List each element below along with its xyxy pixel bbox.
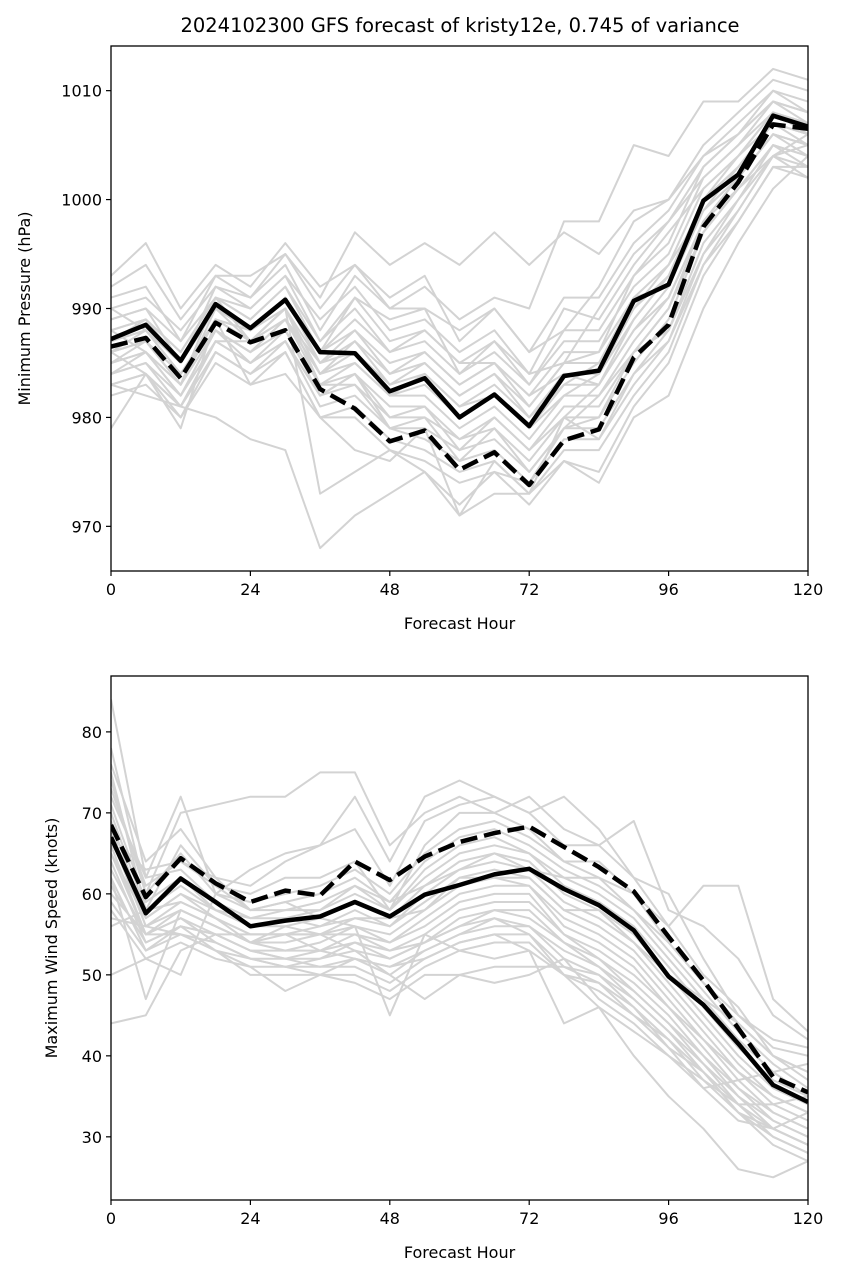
pressure-ensemble-member-2-line xyxy=(111,78,808,321)
pressure-y-tick-label: 1000 xyxy=(61,191,102,210)
chart-title: 2024102300 GFS forecast of kristy12e, 0.… xyxy=(180,14,739,37)
pressure-x-tick-label: 96 xyxy=(658,580,678,599)
pressure-y-tick-label: 1010 xyxy=(61,82,102,101)
wind-ensemble-member-4-line xyxy=(111,772,808,1073)
wind-x-tick-label: 72 xyxy=(519,1209,539,1228)
wind-y-tick-label: 80 xyxy=(82,723,102,742)
wind-y-axis-label: Maximum Wind Speed (knots) xyxy=(42,818,61,1059)
pressure-solid-black-line xyxy=(111,113,808,429)
pressure-y-tick-label: 980 xyxy=(71,408,102,427)
wind-ensemble-member-20-line xyxy=(111,901,808,1154)
pressure-ensemble-member-19-line xyxy=(111,133,808,550)
wind-ensemble-member-19-line xyxy=(111,893,808,1154)
wind-ticks-layer: 0 24 48 72 96 120 30 40 50 60 70 80 xyxy=(82,723,824,1228)
wind-x-axis-label: Forecast Hour xyxy=(404,1243,516,1262)
pressure-ensemble-member-22-line xyxy=(111,111,808,375)
wind-y-tick-label: 40 xyxy=(82,1047,102,1066)
wind-ensemble-member-24-line xyxy=(111,892,808,1106)
wind-x-tick-label: 0 xyxy=(106,1209,116,1228)
pressure-series-layer xyxy=(111,67,808,550)
wind-ensemble-member-5-line xyxy=(111,780,808,1081)
wind-ensemble-member-7-line xyxy=(111,796,808,1098)
pressure-ensemble-member-4-line xyxy=(111,100,808,375)
wind-y-tick-label: 70 xyxy=(82,804,102,823)
wind-y-tick-label: 60 xyxy=(82,885,102,904)
wind-ensemble-member-3-line xyxy=(111,763,808,1049)
pressure-x-axis-label: Forecast Hour xyxy=(404,614,516,633)
wind-ensemble-member-1-line xyxy=(111,699,808,1033)
wind-solid-black-line xyxy=(111,836,808,1105)
pressure-ensemble-member-16-line xyxy=(111,155,808,495)
wind-x-tick-label: 96 xyxy=(658,1209,678,1228)
wind-series-layer xyxy=(111,699,808,1179)
wind-ensemble-member-10-line xyxy=(111,820,808,1114)
wind-x-tick-label: 120 xyxy=(793,1209,824,1228)
wind-ensemble-member-26-line xyxy=(111,877,808,1179)
wind-ensemble-member-12-line xyxy=(111,836,808,1122)
wind-x-tick-label: 48 xyxy=(380,1209,400,1228)
wind-y-tick-label: 30 xyxy=(82,1128,102,1147)
pressure-dashed-black-line xyxy=(111,122,808,488)
pressure-y-tick-label: 990 xyxy=(71,300,102,319)
wind-ensemble-member-21-line xyxy=(111,909,808,1163)
pressure-ensemble-member-28-line xyxy=(111,122,808,397)
wind-panel: 0 24 48 72 96 120 30 40 50 60 70 80 Forecast Hour M… xyxy=(42,675,824,1262)
wind-ensemble-member-2-line xyxy=(111,747,808,1041)
pressure-x-tick-label: 72 xyxy=(519,580,539,599)
pressure-ensemble-member-1-line xyxy=(111,67,808,321)
wind-y-tick-label: 50 xyxy=(82,966,102,985)
pressure-ensemble-member-21-line xyxy=(111,100,808,354)
pressure-panel: 0 24 48 72 96 120 970 980 990 1000 1010 Forecast H… xyxy=(15,45,823,633)
wind-axes-frame xyxy=(110,675,809,1201)
pressure-ticks-layer: 0 24 48 72 96 120 970 980 990 1000 1010 xyxy=(61,82,823,599)
wind-ensemble-member-23-line xyxy=(111,901,808,1146)
pressure-ensemble-member-23-line xyxy=(111,122,808,408)
pressure-ensemble-member-3-line xyxy=(111,89,808,354)
pressure-ensemble-member-17-line xyxy=(111,165,808,506)
wind-ensemble-member-28-line xyxy=(111,852,808,1073)
pressure-y-axis-label: Minimum Pressure (hPa) xyxy=(15,212,34,406)
wind-ensemble-member-25-line xyxy=(111,933,808,1090)
pressure-x-tick-label: 120 xyxy=(793,580,824,599)
wind-x-tick-label: 24 xyxy=(240,1209,260,1228)
wind-ensemble-member-11-line xyxy=(111,828,808,1114)
pressure-ensemble-member-12-line xyxy=(111,133,808,452)
pressure-ensemble-member-27-line xyxy=(111,133,808,419)
pressure-y-tick-label: 970 xyxy=(71,517,102,536)
pressure-x-tick-label: 48 xyxy=(380,580,400,599)
pressure-x-tick-label: 24 xyxy=(240,580,260,599)
wind-ensemble-member-6-line xyxy=(111,788,808,1090)
pressure-x-tick-label: 0 xyxy=(106,580,116,599)
wind-ensemble-member-13-line xyxy=(111,844,808,1130)
